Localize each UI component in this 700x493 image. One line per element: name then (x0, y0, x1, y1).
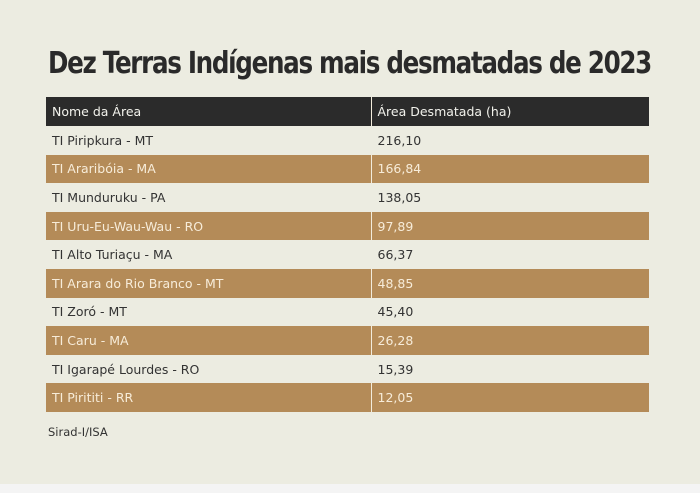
cell-area: 138,05 (377, 189, 422, 205)
cell-area: 66,37 (377, 247, 414, 263)
column-header-area: Área Desmatada (ha) (377, 104, 512, 119)
cell-name: TI Munduruku - PA (46, 183, 372, 212)
cell-name: TI Igarapé Lourdes - RO (46, 354, 372, 384)
cell-name: TI Pirititi - RR (46, 383, 372, 412)
cell-area: 97,89 (377, 218, 414, 234)
table-row: TI Araribóia - MA 166,84 (46, 154, 649, 184)
cell-area: 166,84 (377, 161, 422, 177)
cell-area: 12,05 (377, 390, 414, 406)
table-row: TI Piripkura - MT 216,10 (46, 126, 649, 155)
table-row: TI Pirititi - RR 12,05 (46, 383, 649, 412)
cell-name: TI Caru - MA (46, 326, 372, 355)
cell-area: 26,28 (377, 332, 414, 348)
table-row: TI Alto Turiaçu - MA 66,37 (46, 240, 649, 269)
table-row: TI Igarapé Lourdes - RO 15,39 (46, 354, 649, 384)
table-row: TI Uru-Eu-Wau-Wau - RO 97,89 (46, 211, 649, 241)
table-header-row: Nome da Área Área Desmatada (ha) (46, 97, 649, 126)
cell-area: 48,85 (377, 275, 414, 291)
table-row: TI Caru - MA 26,28 (46, 326, 649, 355)
cell-name: TI Araribóia - MA (46, 154, 372, 184)
cell-area: 15,39 (377, 361, 414, 377)
source-note: Sirad-I/ISA (48, 425, 108, 439)
column-header-name: Nome da Área (46, 97, 372, 126)
cell-name: TI Zoró - MT (46, 297, 372, 327)
table-row: TI Munduruku - PA 138,05 (46, 183, 649, 212)
cell-name: TI Uru-Eu-Wau-Wau - RO (46, 211, 372, 241)
cell-name: TI Arara do Rio Branco - MT (46, 268, 372, 298)
table-row: TI Zoró - MT 45,40 (46, 297, 649, 327)
page-title: Dez Terras Indígenas mais desmatadas de … (48, 46, 652, 81)
cell-area: 216,10 (377, 132, 422, 148)
cell-name: TI Alto Turiaçu - MA (46, 240, 372, 269)
cell-name: TI Piripkura - MT (46, 126, 372, 155)
deforestation-table: Nome da Área Área Desmatada (ha) TI Piri… (46, 97, 649, 412)
table-row: TI Arara do Rio Branco - MT 48,85 (46, 268, 649, 298)
cell-area: 45,40 (377, 304, 414, 320)
